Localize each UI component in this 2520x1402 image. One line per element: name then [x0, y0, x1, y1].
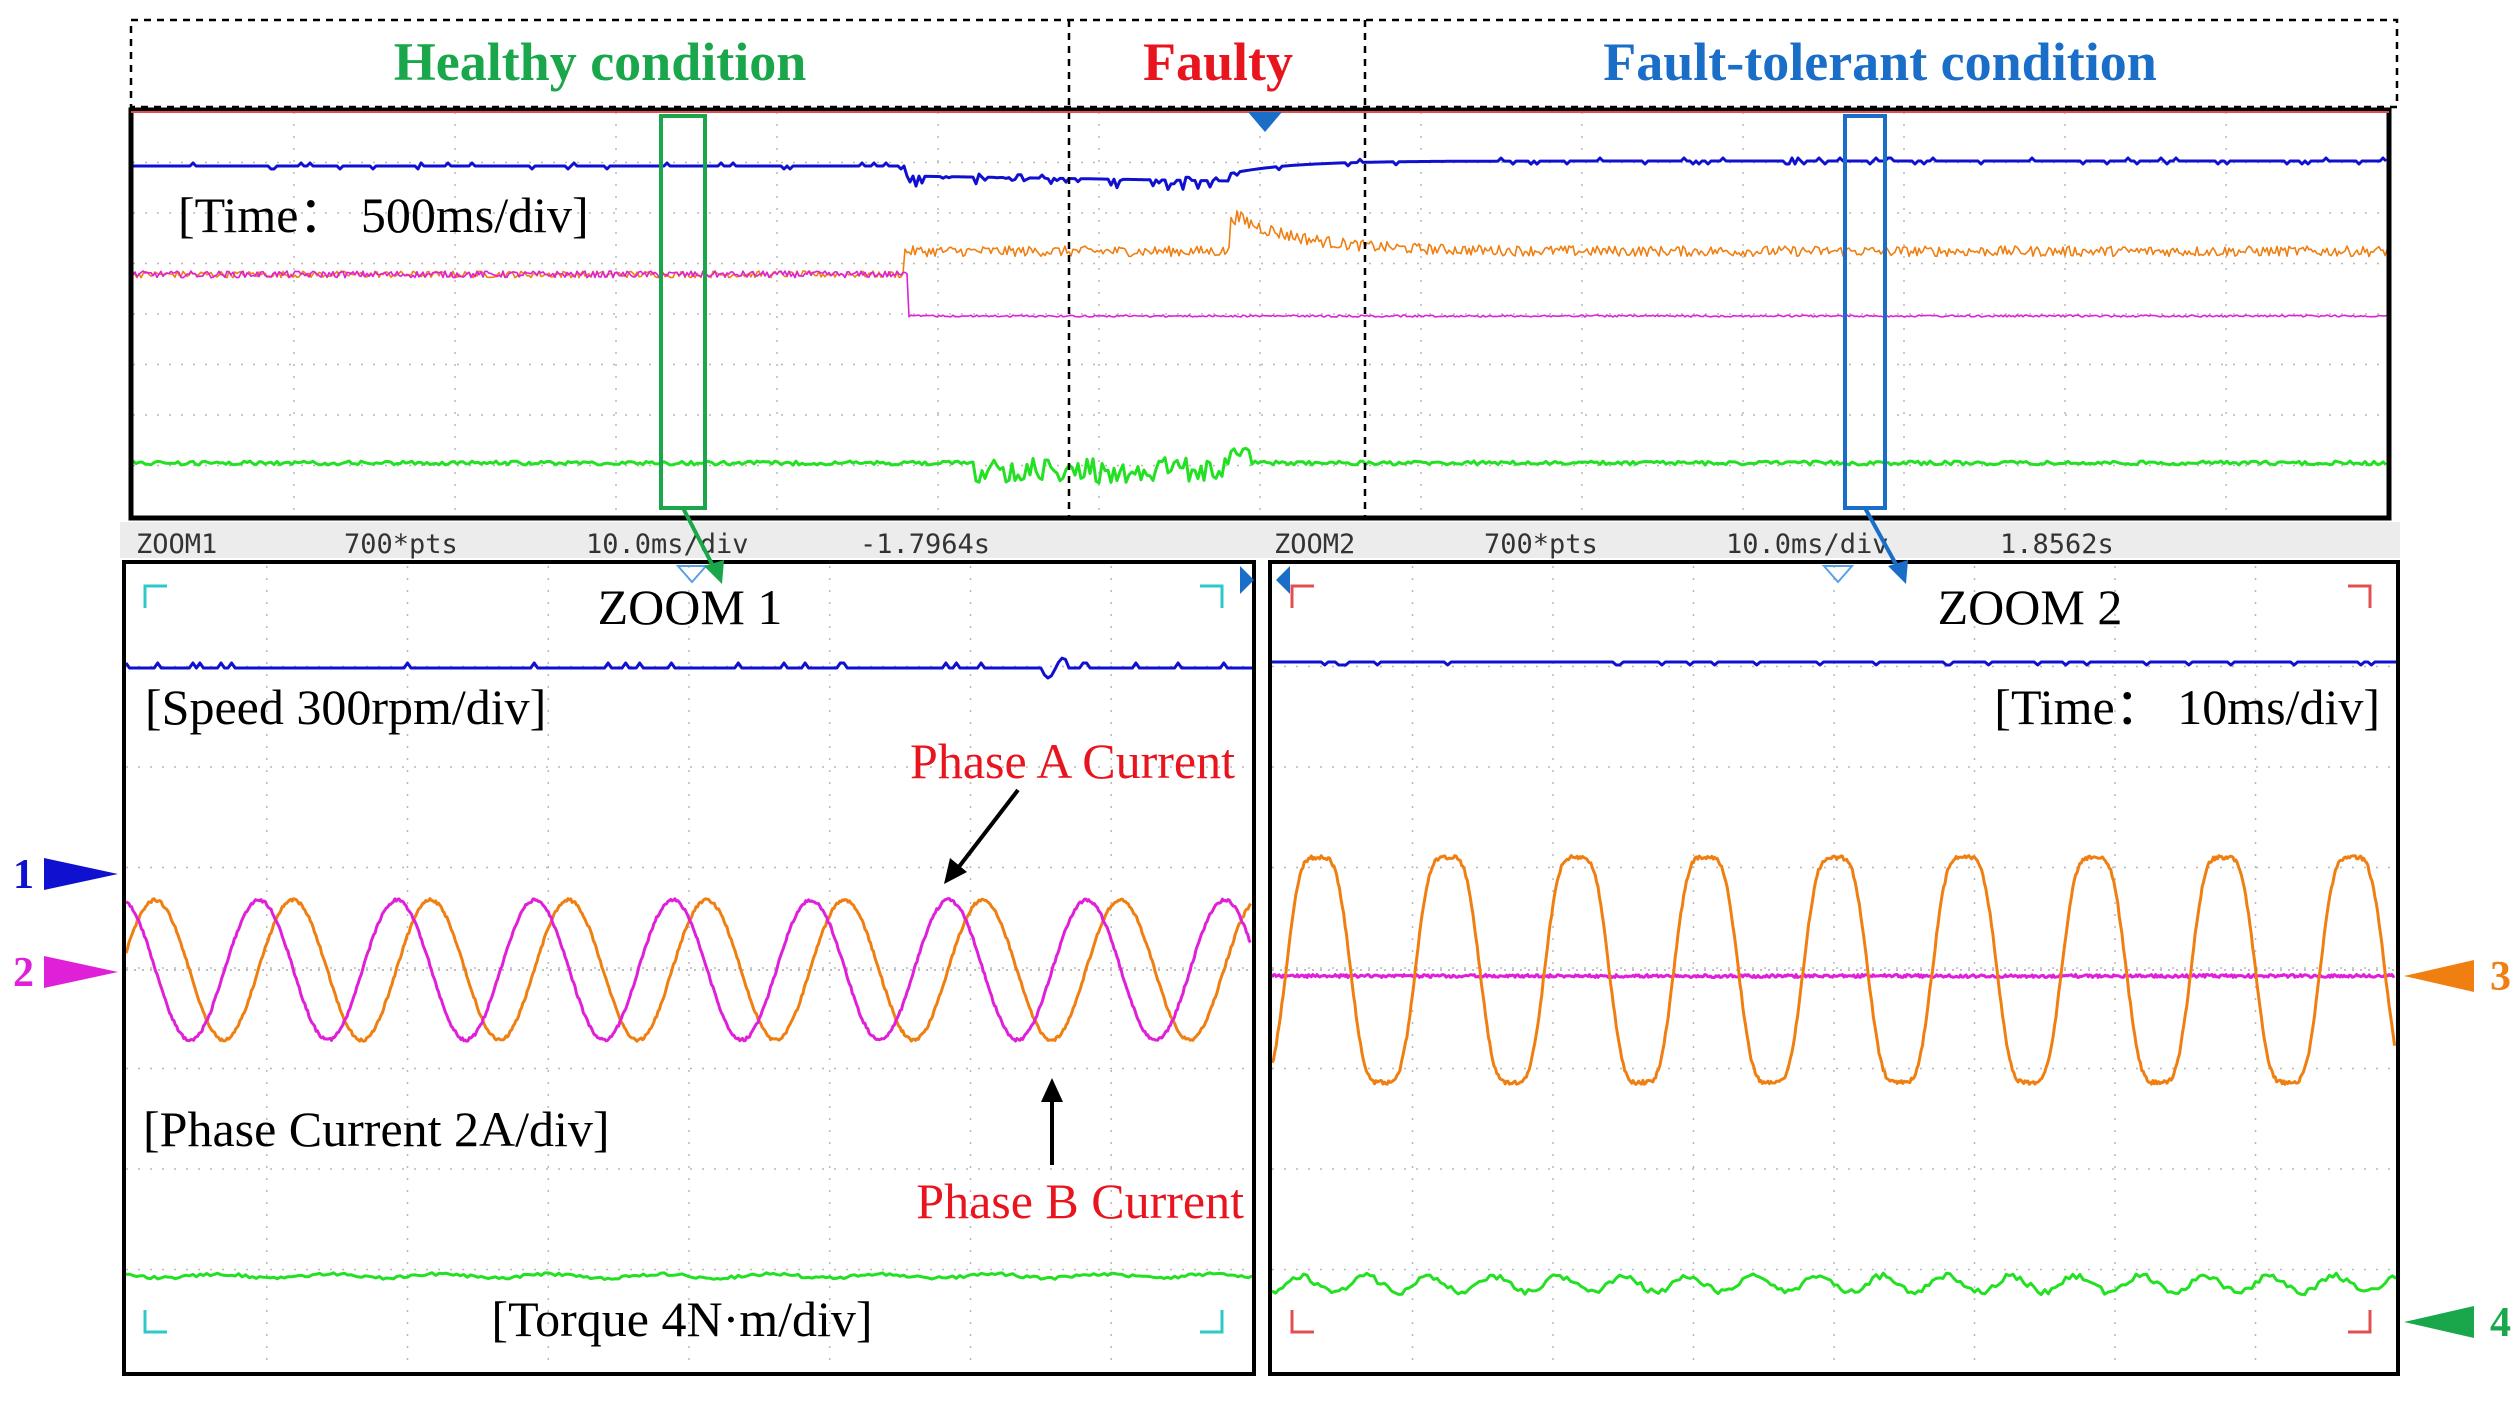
- zoom1-phase-b-trace: [125, 897, 1252, 1043]
- phase-a-arrow: [956, 788, 1020, 870]
- zoom2-phase-a-trace: [1270, 854, 2397, 1086]
- zoom2-corner-br: [2348, 1310, 2372, 1334]
- section-header-frame: [129, 18, 2399, 109]
- zoom1-window-box: [659, 114, 707, 510]
- zoom1-corner-bl: [143, 1310, 167, 1334]
- zoom2-frame: [1268, 560, 2400, 1376]
- channel-3-marker-icon: [2404, 960, 2474, 992]
- faulty-label: Faulty: [1143, 32, 1293, 92]
- phase-a-current-label: Phase A Current: [910, 733, 1235, 789]
- zoom-connectors: [681, 507, 1908, 584]
- zoom1-panel: ZOOM 1 [Speed 300rpm/div] Phase A Curren…: [122, 560, 1256, 1376]
- status-bar: ZOOM1 700*pts 10.0ms/div -1.7964s ZOOM2 …: [120, 522, 2400, 560]
- channel-3-number: 3: [2490, 954, 2511, 1000]
- overview-torque-trace: [132, 446, 2388, 485]
- overview-traces: [132, 156, 2388, 485]
- zoom2-corner-tl: [1290, 584, 1314, 608]
- zoom1-edge-marker-icon: [1240, 566, 1254, 594]
- torque-scale-label: [Torque 4N·m/div]: [491, 1291, 872, 1347]
- overview-phase-b-trace: [132, 270, 2388, 318]
- zoom1-corner-tl: [143, 584, 167, 608]
- overview-speed-trace: [133, 156, 2388, 191]
- zoom2-time-label: [Time： 10ms/div]: [1994, 679, 2380, 735]
- zoom1-position: -1.7964s: [860, 529, 990, 560]
- zoom1-title: ZOOM 1: [598, 579, 783, 635]
- zoom2-traces: [1270, 660, 2397, 1297]
- zoom2-corner-tr: [2348, 584, 2372, 608]
- zoom1-grid: [126, 566, 1252, 1370]
- zoom2-points: 700*pts: [1484, 529, 1598, 560]
- zoom2-position: 1.8562s: [2000, 529, 2114, 560]
- zoom2-center-marker-icon: [1821, 565, 1855, 584]
- overview-phase-a-trace: [132, 210, 2388, 279]
- zoom1-frame: [122, 560, 1256, 1376]
- zoom2-name: ZOOM2: [1274, 529, 1355, 560]
- fault-tolerant-condition-label: Fault-tolerant condition: [1603, 32, 2156, 92]
- channel-1-number: 1: [13, 852, 34, 898]
- healthy-condition-label: Healthy condition: [394, 32, 807, 92]
- overview-grid: [133, 112, 2387, 516]
- zoom1-points: 700*pts: [344, 529, 458, 560]
- status-bar-background: [120, 522, 2400, 558]
- zoom1-connector-head-icon: [704, 560, 724, 584]
- zoom2-phase-b-trace: [1270, 973, 2396, 979]
- zoom1-timebase: 10.0ms/div: [586, 529, 749, 560]
- zoom1-speed-trace: [124, 656, 1252, 680]
- channel-4-number: 4: [2490, 1300, 2511, 1346]
- zoom1-traces: [124, 656, 1253, 1281]
- zoom2-torque-trace: [1271, 1271, 2397, 1297]
- zoom1-connector: [681, 507, 716, 569]
- phase-b-arrow-head-icon: [1041, 1078, 1063, 1102]
- zoom2-speed-trace: [1272, 660, 2396, 667]
- zoom1-center-marker-icon: [675, 565, 709, 584]
- channel-1-marker-icon: [44, 858, 118, 890]
- zoom2-connector-head-icon: [1888, 560, 1908, 584]
- phase-a-arrow-head-icon: [944, 858, 967, 884]
- zoom1-phase-a-trace: [124, 897, 1252, 1043]
- channel-2-number: 2: [13, 950, 34, 996]
- overview-time-label: [Time： 500ms/div]: [178, 187, 589, 243]
- section-header: Healthy condition Faulty Fault-tolerant …: [129, 18, 2399, 109]
- zoom2-title: ZOOM 2: [1938, 579, 2123, 635]
- zoom2-edge-marker-icon: [1276, 566, 1290, 594]
- zoom2-connector: [1863, 507, 1900, 569]
- phase-current-scale-label: [Phase Current 2A/div]: [143, 1101, 610, 1157]
- overview-frame: [128, 107, 2392, 521]
- overview-panel: [Time： 500ms/div]: [128, 107, 2392, 521]
- zoom2-corner-bl: [1290, 1310, 1314, 1334]
- zoom2-window-box: [1843, 114, 1887, 510]
- channel-markers: 1 2 3 4: [13, 852, 2511, 1346]
- zoom1-torque-trace: [125, 1271, 1253, 1281]
- trigger-marker-icon: [1248, 112, 1282, 132]
- channel-2-marker-icon: [44, 956, 118, 988]
- speed-scale-label: [Speed 300rpm/div]: [145, 679, 546, 735]
- zoom1-corner-br: [1200, 1310, 1224, 1334]
- zoom2-timebase: 10.0ms/div: [1726, 529, 1889, 560]
- zoom2-panel: ZOOM 2 [Time： 10ms/div]: [1268, 560, 2400, 1376]
- phase-b-current-label: Phase B Current: [916, 1173, 1244, 1229]
- zoom1-corner-tr: [1200, 584, 1224, 608]
- zoom1-name: ZOOM1: [136, 529, 217, 560]
- channel-4-marker-icon: [2404, 1306, 2474, 1338]
